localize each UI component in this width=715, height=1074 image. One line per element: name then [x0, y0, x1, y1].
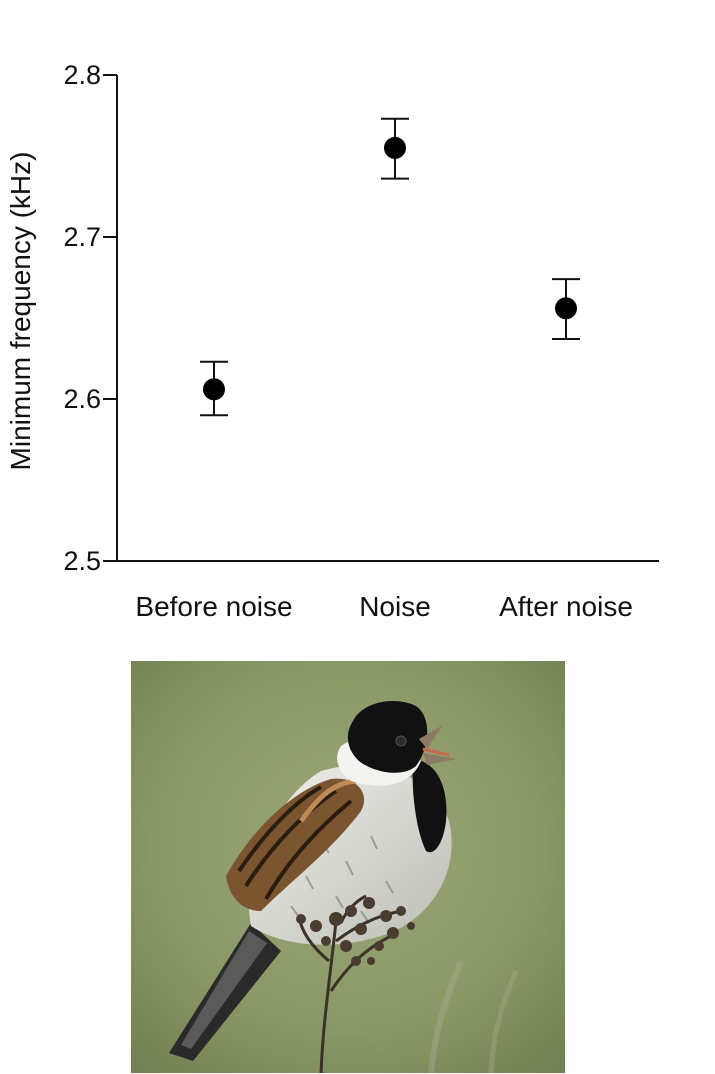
y-tick-label: 2.5 — [63, 546, 101, 576]
y-tick-label: 2.8 — [63, 60, 101, 90]
bird-photo — [131, 661, 565, 1073]
bird-head — [347, 701, 428, 773]
data-point — [555, 297, 577, 320]
y-tick-label: 2.6 — [63, 384, 101, 414]
bird-wing — [226, 778, 365, 911]
data-point — [203, 378, 225, 401]
y-tick-label: 2.7 — [63, 222, 101, 252]
x-category-label: After noise — [499, 591, 633, 622]
data-point — [384, 136, 406, 159]
chart: 2.5 2.6 2.7 2.8 Before noise Noise After nois… — [5, 60, 659, 622]
y-axis-title: Minimum frequency (kHz) — [5, 152, 36, 471]
x-category-label: Before noise — [135, 591, 292, 622]
bird-bib — [412, 759, 447, 853]
bird-eye — [395, 735, 407, 747]
bird-beak — [419, 725, 443, 749]
perch-plant — [297, 894, 402, 1073]
x-category-label: Noise — [359, 591, 431, 622]
